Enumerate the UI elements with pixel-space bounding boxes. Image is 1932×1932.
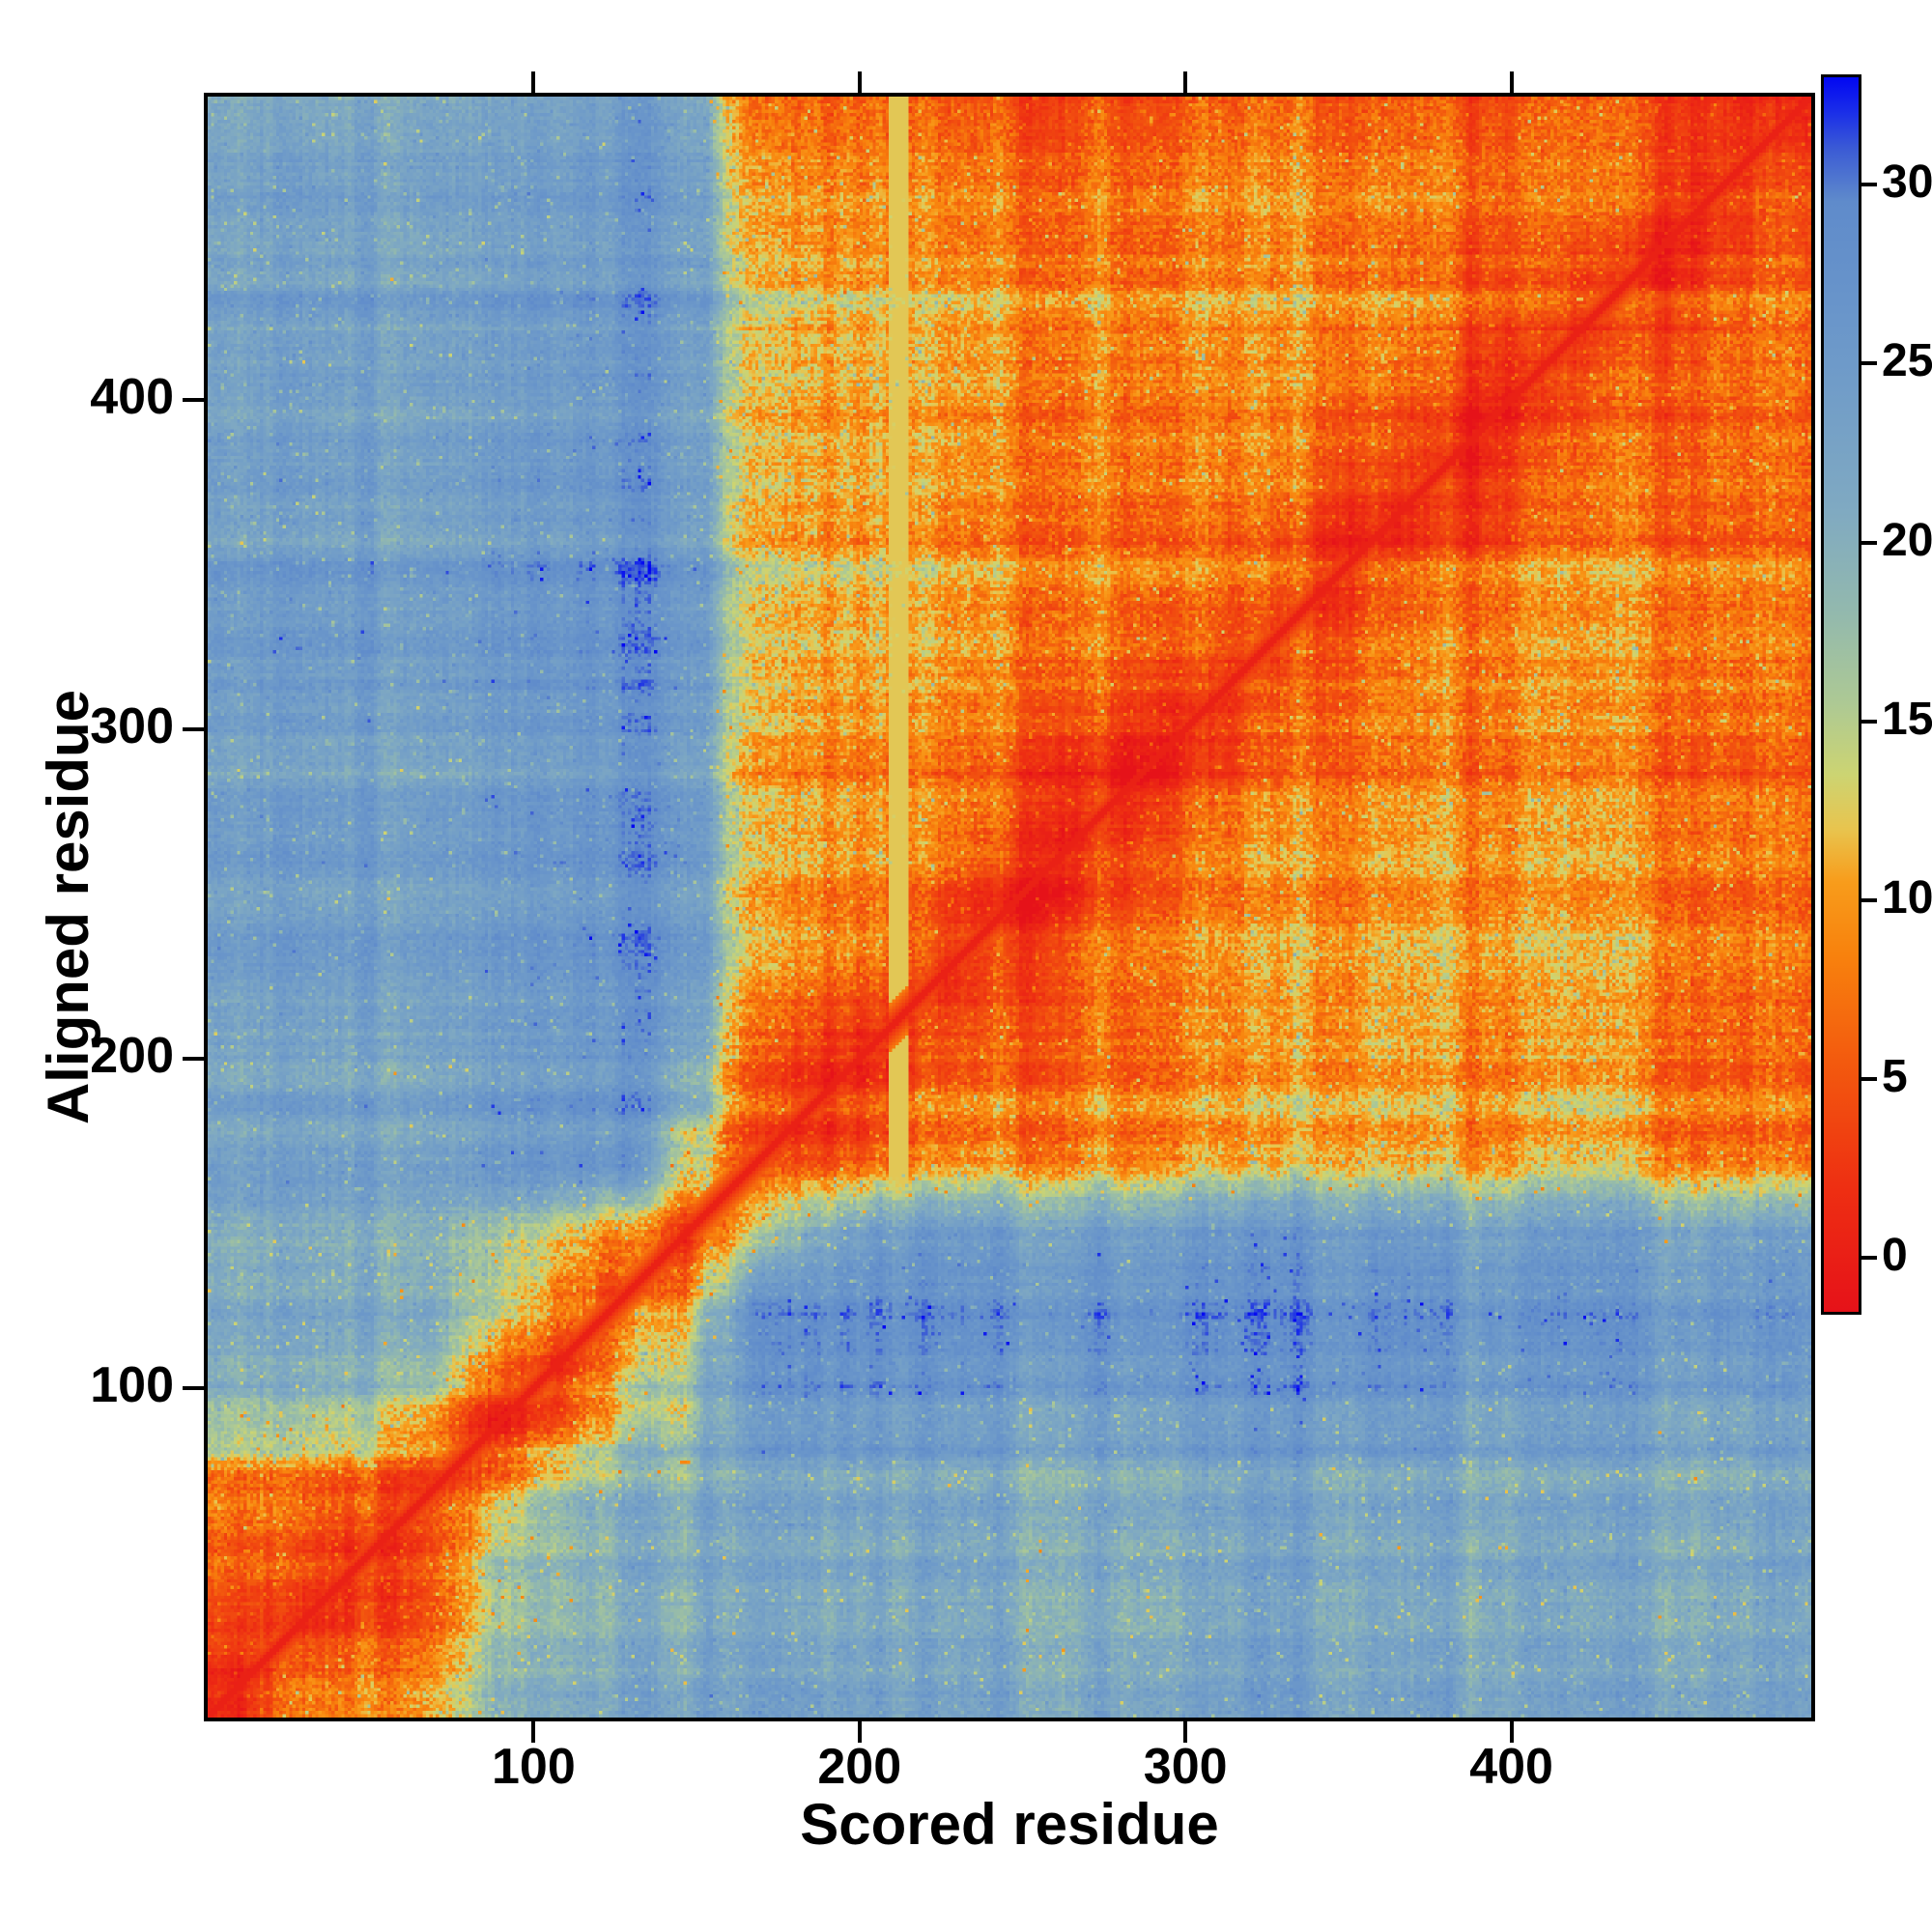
- x-tick-top: [1509, 71, 1514, 93]
- x-tick-label: 100: [492, 1739, 576, 1795]
- colorbar-tick-label: 0: [1882, 1230, 1908, 1282]
- y-tick-left: [183, 1056, 204, 1061]
- colorbar-tick: [1861, 361, 1877, 366]
- colorbar-tick: [1861, 1256, 1877, 1261]
- colorbar-tick-label: 5: [1882, 1051, 1908, 1103]
- colorbar-gradient: [1824, 77, 1859, 1312]
- y-tick-label: 100: [90, 1356, 174, 1413]
- x-tick-bottom: [1509, 1721, 1514, 1743]
- plot-area: [204, 93, 1815, 1721]
- x-axis-label: Scored residue: [800, 1792, 1219, 1857]
- x-tick-label: 400: [1469, 1739, 1553, 1795]
- y-axis-label: Aligned residue: [36, 689, 100, 1125]
- y-tick-left: [183, 1385, 204, 1390]
- heatmap-canvas: [208, 97, 1811, 1718]
- x-tick-top: [857, 71, 862, 93]
- colorbar-tick-label: 15: [1882, 693, 1932, 745]
- colorbar-tick-label: 30: [1882, 156, 1932, 209]
- colorbar-tick-label: 10: [1882, 872, 1932, 923]
- x-tick-bottom: [531, 1721, 536, 1743]
- x-tick-top: [531, 71, 536, 93]
- x-tick-top: [1183, 71, 1188, 93]
- colorbar-tick: [1861, 1077, 1877, 1082]
- colorbar-tick: [1861, 540, 1877, 545]
- x-tick-bottom: [857, 1721, 862, 1743]
- y-tick-label: 200: [90, 1027, 174, 1084]
- x-tick-label: 200: [817, 1739, 902, 1795]
- colorbar-tick-label: 20: [1882, 514, 1932, 566]
- colorbar-tick-label: 25: [1882, 335, 1932, 387]
- y-tick-left: [183, 726, 204, 731]
- colorbar-tick: [1861, 183, 1877, 187]
- x-tick-bottom: [1183, 1721, 1188, 1743]
- colorbar: [1821, 74, 1861, 1315]
- y-tick-label: 300: [90, 697, 174, 754]
- colorbar-tick: [1861, 719, 1877, 724]
- y-tick-label: 400: [90, 368, 174, 425]
- colorbar-tick: [1861, 898, 1877, 902]
- x-tick-label: 300: [1143, 1739, 1228, 1795]
- y-tick-left: [183, 397, 204, 402]
